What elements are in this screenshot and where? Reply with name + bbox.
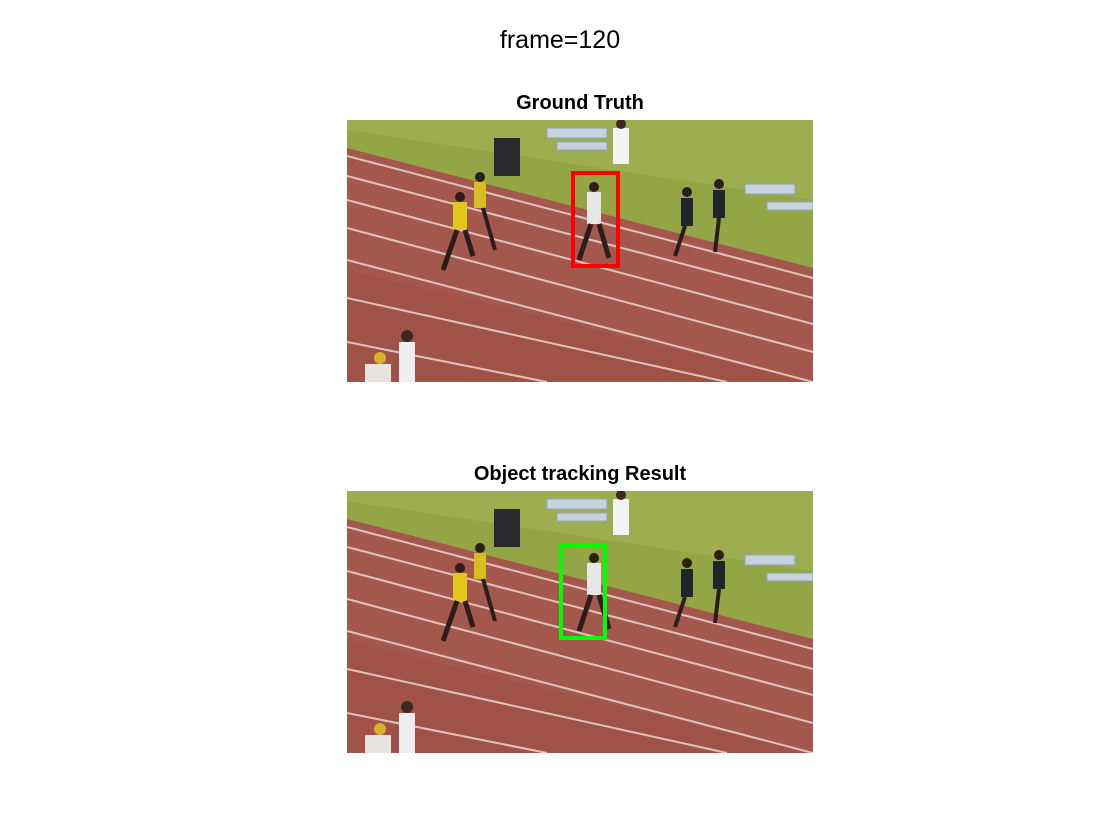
tracking-result-image xyxy=(347,491,813,753)
tracking-result-box xyxy=(559,544,607,640)
ground-truth-title: Ground Truth xyxy=(516,92,644,114)
ground-truth-box xyxy=(571,171,620,268)
ground-truth-image xyxy=(347,120,813,382)
frame-title: frame=120 xyxy=(499,26,621,54)
tracking-result-title: Object tracking Result xyxy=(473,463,687,485)
